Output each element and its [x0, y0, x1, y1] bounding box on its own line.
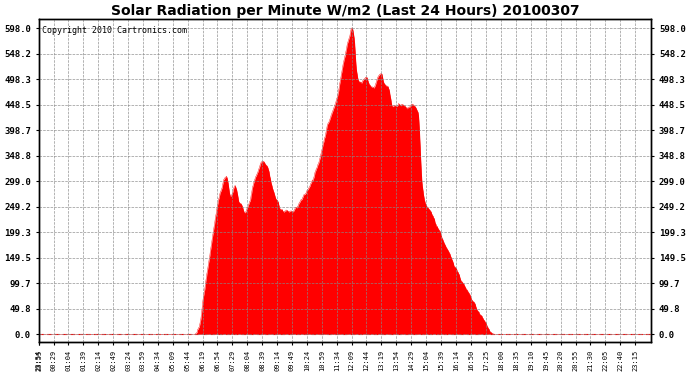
Text: Copyright 2010 Cartronics.com: Copyright 2010 Cartronics.com: [41, 26, 187, 35]
Title: Solar Radiation per Minute W/m2 (Last 24 Hours) 20100307: Solar Radiation per Minute W/m2 (Last 24…: [110, 4, 580, 18]
